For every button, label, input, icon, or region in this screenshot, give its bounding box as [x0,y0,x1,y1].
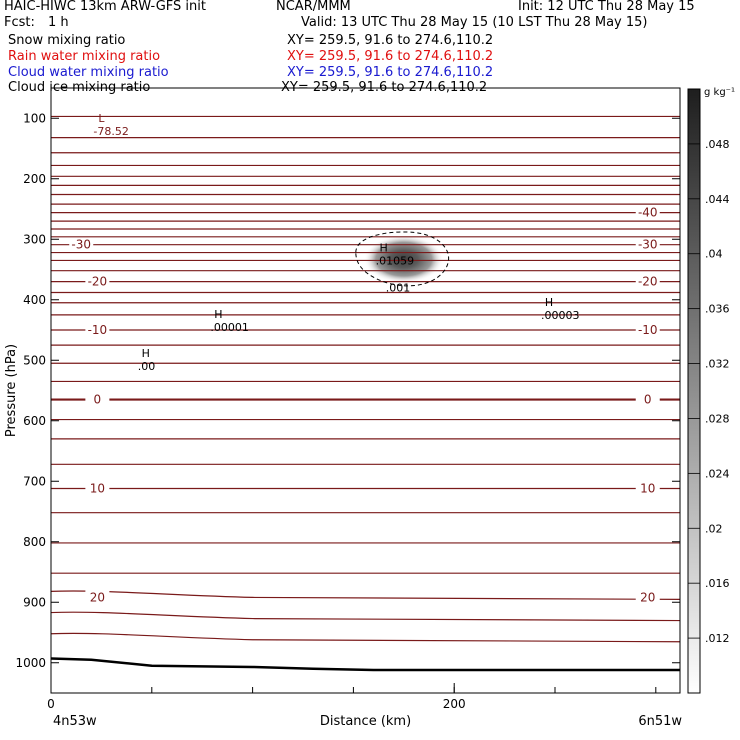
colorbar-tick-label: .012 [705,632,730,645]
y-tick-label: 1000 [15,656,46,670]
y-axis-label: Pressure (hPa) [4,344,19,437]
field-label-rain: Rain water mixing ratio [8,49,161,64]
field-xy-snow: XY= 259.5, 91.6 to 274.6,110.2 [287,33,494,48]
header-valid: Valid: 13 UTC Thu 28 May 15 (10 LST Thu … [301,15,648,30]
theta-contour [50,590,681,601]
contour-label-bg [85,481,110,495]
extremum-symbol: H [142,347,150,360]
contour-label: -30 [638,238,658,252]
extremum-symbol: H [380,241,388,254]
y-tick-label: 700 [23,474,46,488]
contour-001-label: .001 [386,281,411,294]
terrain-line [50,657,680,672]
contour-label: -20 [638,275,658,289]
colorbar-tick-label: .044 [705,193,730,206]
colorbar-unit: g kg⁻¹ [704,87,735,98]
contour-label-bg [69,237,94,251]
extremum-value: .00 [138,360,156,373]
colorbar-bar [687,88,701,694]
y-tick-label: 600 [23,414,46,428]
extremum-value: -78.52 [93,125,128,138]
header-title: HAIC-HIWC 13km ARW-GFS init [4,0,206,14]
theta-contour [50,611,681,622]
contour-label-bg [635,323,660,336]
colorbar-tick-label: .016 [705,577,730,590]
contour-label: 10 [640,482,655,496]
field-xy-cloud-water: XY= 259.5, 91.6 to 274.6,110.2 [287,65,494,80]
contour-label: 0 [94,393,102,407]
y-tick-label: 400 [23,293,46,307]
contour-label-bg [635,205,660,219]
contour-label-bg [85,323,110,336]
header-init: Init: 12 UTC Thu 28 May 15 [518,0,695,14]
header-org: NCAR/MMM [276,0,351,14]
x-left-end-label: 4n53w [53,714,97,729]
colorbar-tick-label: .036 [705,303,730,316]
extremum-value: .01059 [376,254,415,267]
contour-label-bg [635,481,660,495]
extremum-value: .00003 [541,309,580,322]
contour-label: 20 [90,590,105,604]
colorbar-tick-label: .048 [705,138,730,151]
contour-label-bg [635,392,660,406]
contour-label-bg [635,274,660,288]
contour-001 [355,231,450,287]
extremum-symbol: H [545,296,553,309]
contour-label: -20 [88,275,108,289]
contour-label-bg [85,590,110,604]
contour-label: -30 [71,238,91,252]
contour-label: -10 [638,323,658,337]
contour-label-bg [85,274,110,288]
contour-label: 20 [640,590,655,604]
header-fcst-label: Fcst: [4,15,35,30]
field-xy-rain: XY= 259.5, 91.6 to 274.6,110.2 [287,49,494,64]
colorbar-tick-label: .04 [705,248,723,261]
theta-contour [50,632,681,643]
y-tick-label: 100 [23,111,46,125]
contour-label-bg [85,392,110,406]
colorbar-tick-label: .032 [705,358,730,371]
y-tick-label: 200 [23,172,46,186]
colorbar-tick-label: .028 [705,412,730,425]
colorbar-tick-label: .024 [705,467,730,480]
x-tick-label: 0 [47,697,55,711]
header-fcst-value: 1 h [48,15,69,30]
contour-label: 10 [90,482,105,496]
y-tick-label: 500 [23,353,46,367]
extremum-symbol: H [214,308,222,321]
extremum-value: .00001 [210,321,249,334]
contour-label-bg [635,237,660,251]
y-tick-label: 300 [23,232,46,246]
y-tick-label: 900 [23,595,46,609]
colorbar-tick-label: .02 [705,522,723,535]
x-axis-label: Distance (km) [320,714,411,729]
contour-label: -10 [88,323,108,337]
contour-label: 0 [644,393,652,407]
field-label-cloud-water: Cloud water mixing ratio [8,65,169,80]
x-right-end-label: 6n51w [638,714,682,729]
field-label-snow: Snow mixing ratio [8,33,126,48]
extremum-symbol: L [98,112,105,125]
x-tick-label: 200 [443,697,466,711]
y-tick-label: 800 [23,535,46,549]
contour-label-bg [635,590,660,604]
contour-label: -40 [638,206,658,220]
plot-frame [50,87,681,694]
